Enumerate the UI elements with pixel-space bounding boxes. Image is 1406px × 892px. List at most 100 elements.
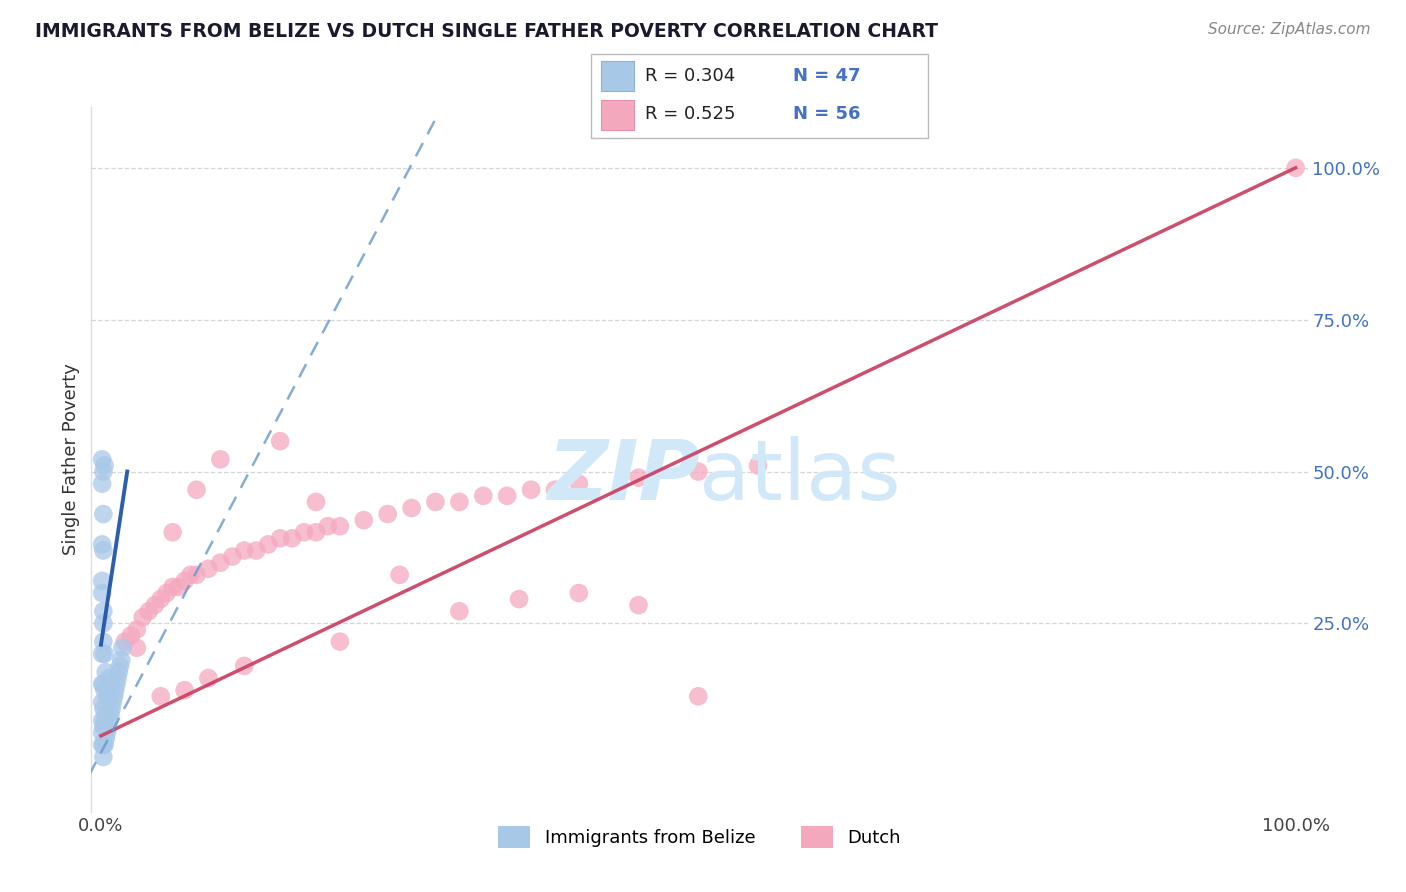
- Point: [281, 532, 304, 546]
- Text: ZIP: ZIP: [547, 436, 699, 517]
- Point: [125, 623, 148, 637]
- Point: [138, 604, 160, 618]
- Text: atlas: atlas: [699, 436, 901, 517]
- Point: [472, 489, 495, 503]
- Point: [91, 537, 114, 551]
- Point: [93, 683, 115, 698]
- Point: [91, 677, 114, 691]
- Point: [156, 586, 179, 600]
- Point: [104, 683, 127, 698]
- Text: N = 56: N = 56: [793, 105, 860, 123]
- Point: [520, 483, 543, 497]
- Point: [449, 604, 471, 618]
- Point: [91, 738, 114, 752]
- Point: [96, 725, 118, 739]
- FancyBboxPatch shape: [600, 100, 634, 130]
- Point: [97, 720, 120, 734]
- Point: [107, 671, 129, 685]
- Point: [186, 483, 208, 497]
- Point: [388, 567, 411, 582]
- Point: [627, 470, 650, 484]
- Point: [97, 683, 120, 698]
- Point: [91, 750, 114, 764]
- Point: [1285, 161, 1308, 175]
- Point: [91, 465, 114, 479]
- Point: [93, 458, 115, 473]
- Point: [305, 525, 328, 540]
- Text: R = 0.525: R = 0.525: [644, 105, 735, 123]
- Point: [143, 598, 166, 612]
- Point: [180, 567, 202, 582]
- Point: [91, 714, 114, 728]
- Point: [162, 580, 184, 594]
- Point: [91, 634, 114, 648]
- Point: [269, 434, 291, 449]
- Point: [91, 677, 114, 691]
- Y-axis label: Single Father Poverty: Single Father Poverty: [62, 363, 80, 556]
- Point: [108, 659, 131, 673]
- Text: Source: ZipAtlas.com: Source: ZipAtlas.com: [1208, 22, 1371, 37]
- Point: [292, 525, 315, 540]
- Point: [186, 567, 208, 582]
- Point: [91, 720, 114, 734]
- Point: [568, 586, 591, 600]
- Point: [91, 507, 114, 521]
- Point: [91, 695, 114, 709]
- Point: [173, 683, 195, 698]
- Point: [98, 671, 121, 685]
- Point: [98, 714, 121, 728]
- Legend: Immigrants from Belize, Dutch: Immigrants from Belize, Dutch: [491, 819, 908, 855]
- Point: [91, 647, 114, 661]
- Point: [93, 647, 115, 661]
- Text: R = 0.304: R = 0.304: [644, 67, 735, 85]
- Text: IMMIGRANTS FROM BELIZE VS DUTCH SINGLE FATHER POVERTY CORRELATION CHART: IMMIGRANTS FROM BELIZE VS DUTCH SINGLE F…: [35, 22, 938, 41]
- Point: [167, 580, 190, 594]
- Point: [100, 707, 122, 722]
- Point: [91, 452, 114, 467]
- Point: [496, 489, 519, 503]
- Point: [233, 659, 256, 673]
- Point: [111, 640, 134, 655]
- Point: [94, 707, 117, 722]
- Point: [105, 677, 128, 691]
- Point: [132, 610, 155, 624]
- Point: [209, 452, 232, 467]
- Point: [197, 562, 219, 576]
- Point: [91, 543, 114, 558]
- Point: [257, 537, 280, 551]
- Point: [544, 483, 567, 497]
- Point: [93, 738, 115, 752]
- Point: [173, 574, 195, 588]
- Point: [125, 640, 148, 655]
- Point: [149, 592, 172, 607]
- Point: [329, 519, 352, 533]
- Point: [568, 476, 591, 491]
- Point: [209, 556, 232, 570]
- Point: [94, 731, 117, 746]
- Point: [353, 513, 375, 527]
- Point: [425, 495, 447, 509]
- Point: [377, 507, 399, 521]
- Point: [688, 690, 710, 704]
- Point: [233, 543, 256, 558]
- Point: [401, 500, 423, 515]
- Point: [305, 495, 328, 509]
- Point: [108, 665, 131, 679]
- Point: [91, 586, 114, 600]
- Point: [91, 738, 114, 752]
- Point: [329, 634, 352, 648]
- Point: [688, 465, 710, 479]
- Point: [120, 628, 142, 642]
- Point: [221, 549, 243, 564]
- Text: N = 47: N = 47: [793, 67, 860, 85]
- Point: [245, 543, 267, 558]
- Point: [91, 701, 114, 715]
- Point: [94, 665, 117, 679]
- Point: [91, 574, 114, 588]
- FancyBboxPatch shape: [600, 62, 634, 91]
- Point: [91, 616, 114, 631]
- Point: [103, 690, 125, 704]
- Point: [747, 458, 769, 473]
- Point: [197, 671, 219, 685]
- Point: [269, 532, 291, 546]
